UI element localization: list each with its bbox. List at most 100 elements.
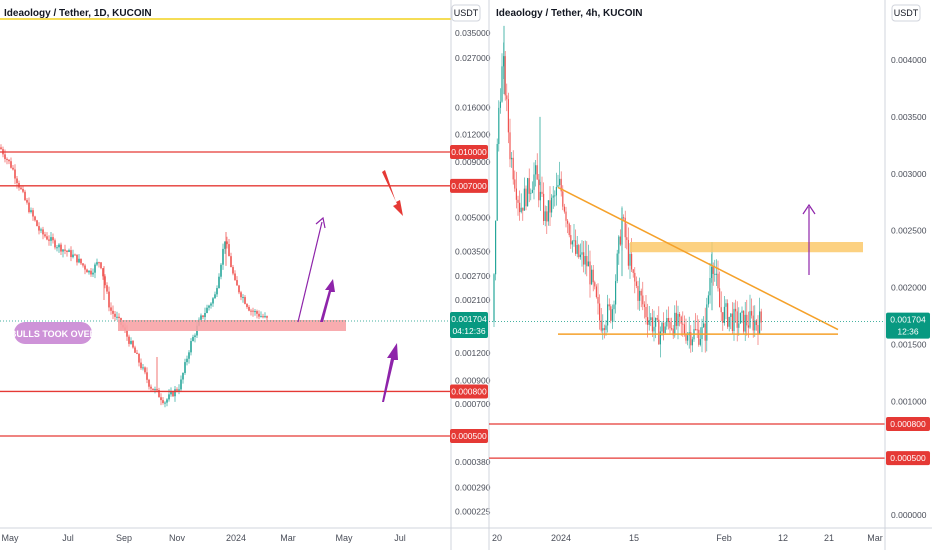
left-candle-body [78,258,80,263]
left-candle-body [258,313,260,317]
right-candle-body [675,312,677,326]
right-candle-body [723,306,725,324]
right-candle-body [743,310,745,332]
right-candle-body [575,240,577,254]
left-candle-body [246,303,248,307]
left-candle-body [180,379,182,390]
right-y-tick-label: 0.000000 [891,510,927,520]
right-candle-body [594,282,596,287]
left-candle-body [44,234,46,237]
right-candle-body [659,331,661,345]
left-candle-body [108,291,110,308]
right-candle-body [669,322,671,329]
left-candle-body [172,391,174,397]
left-level-label: 0.000800 [451,386,487,396]
left-candle-body [64,249,66,251]
right-candle-body [733,308,735,331]
left-candle-body [128,336,130,344]
left-bold-up-arrow [320,279,335,322]
left-candle-body [56,247,58,249]
right-candle-body [571,241,573,245]
right-candle-body [643,304,645,308]
right-candle-body [565,211,567,221]
left-candle-body [164,402,166,404]
left-time-axis[interactable]: May Jul Sep Nov 2024 Mar May Jul [1,533,405,543]
right-candle-body [495,220,497,275]
right-candle-body [752,315,754,331]
left-thin-up-arrow [297,221,323,323]
left-chart-panel[interactable]: Ideaology / Tether, 1D, KUCOIN BULLS TOO… [0,8,451,437]
right-candle-body [663,322,665,333]
left-candle-body [142,367,144,369]
left-candle-body [14,169,16,179]
left-price-axis[interactable]: USDT 0.035000 0.027000 0.016000 0.012000 0.0… [451,4,491,517]
right-y-tick-label: 0.004000 [891,55,927,65]
right-candle-body [608,304,610,307]
right-chart-panel[interactable]: Ideaology / Tether, 4h, KUCOIN [489,8,885,459]
right-candle-body [578,245,580,258]
left-candle-body [90,270,92,275]
left-candle-body [216,288,218,295]
right-candle-body [589,261,591,285]
right-chart-title: Ideaology / Tether, 4h, KUCOIN [496,8,643,19]
right-candle-body [690,332,692,346]
left-candle-body [112,310,114,314]
right-y-tick-label: 0.001000 [891,396,927,406]
right-x-tick-label: 21 [824,533,834,543]
right-candle-body [616,253,618,282]
right-candle-body [615,281,617,305]
right-candle-body [664,326,666,333]
right-candle-body [519,202,521,213]
left-currency-badge[interactable] [451,4,481,22]
left-candle-body [212,298,214,304]
right-candle-body [506,95,508,100]
left-candle-body [226,241,228,245]
axis-labels-layer: 0.010000 0.007000 0.000800 0.000500 0.001704… [450,145,930,466]
left-y-tick-label: 0.003500 [455,247,491,257]
right-candle-body [671,328,673,330]
right-candle-body [549,200,551,213]
left-candle-body [256,311,258,314]
right-candle-body [685,333,687,341]
right-candle-body [509,132,511,160]
left-candle-body [110,307,112,311]
left-candle-body [102,268,104,277]
right-candle-body [536,165,538,180]
right-candle-body [517,199,519,203]
right-candle-body [730,313,732,317]
right-candle-body [551,197,553,213]
left-y-tick-label: 0.012000 [455,130,491,140]
left-candle-body [176,389,178,391]
right-candle-body [717,273,719,289]
left-candle-body [4,154,6,159]
right-candle-body [677,313,679,326]
left-candle-body [32,210,34,217]
right-candle-body [699,339,701,345]
right-candle-body [618,236,620,254]
right-time-axis[interactable]: 20 2024 15 Feb 12 21 Mar [492,533,883,543]
right-candle-body [715,273,717,275]
left-candle-body [98,262,100,264]
left-y-tick-label: 0.000225 [455,507,491,517]
left-candle-body [70,250,72,258]
right-candle-body [626,237,628,240]
right-candle-body [576,245,578,254]
left-x-tick-label: May [1,533,19,543]
left-chart-title: Ideaology / Tether, 1D, KUCOIN [4,8,152,19]
left-candle-body [12,167,14,170]
left-y-tick-label: 0.009000 [455,157,491,167]
right-candle-body [522,207,524,211]
left-candle-body [214,294,216,299]
left-candle-body [152,388,154,391]
right-candle-body [741,310,743,313]
right-candle-body [631,253,633,270]
left-candle-body [36,220,38,227]
left-candle-body [162,400,164,403]
left-thin-up-arrowhead [315,216,326,229]
right-candle-body [512,157,514,180]
left-candle-body [204,313,206,318]
left-x-tick-label: Nov [169,533,186,543]
right-currency-badge[interactable] [891,4,921,22]
left-candle-body [30,210,32,213]
right-candle-body [613,304,615,310]
